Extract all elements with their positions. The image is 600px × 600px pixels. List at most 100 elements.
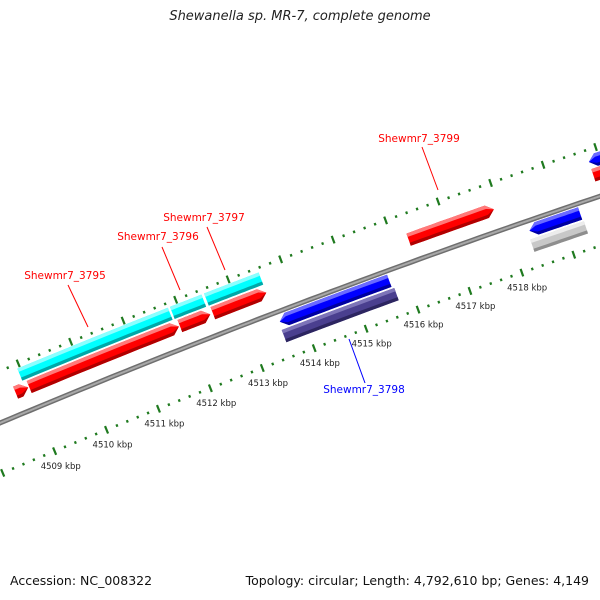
minor-tick bbox=[478, 285, 482, 289]
tick-label: 4518 kbp bbox=[507, 284, 547, 294]
feature-highlight bbox=[281, 288, 396, 334]
feature-label[interactable]: Shewmr7_3798 bbox=[323, 384, 405, 396]
feature-shade bbox=[279, 283, 392, 326]
major-tick bbox=[519, 268, 525, 277]
major-tick bbox=[207, 384, 213, 393]
feature-blue[interactable] bbox=[279, 274, 392, 326]
label-leader-line bbox=[348, 338, 366, 384]
minor-tick bbox=[100, 327, 104, 331]
minor-tick bbox=[63, 445, 67, 449]
minor-tick bbox=[385, 319, 389, 323]
feature-shade bbox=[529, 216, 583, 235]
minor-tick bbox=[291, 354, 295, 358]
minor-tick bbox=[354, 330, 358, 335]
minor-tick bbox=[79, 335, 83, 340]
major-tick bbox=[0, 468, 6, 477]
major-tick bbox=[15, 359, 21, 368]
feature-label[interactable]: Shewmr7_3797 bbox=[163, 212, 245, 224]
feature-bluetop[interactable] bbox=[588, 126, 600, 166]
feature-highlight bbox=[530, 221, 585, 243]
feature-shade bbox=[181, 314, 211, 333]
feature-highlight bbox=[17, 307, 170, 372]
minor-tick bbox=[258, 265, 262, 269]
feature-blue[interactable] bbox=[529, 207, 583, 235]
minor-tick bbox=[184, 294, 188, 298]
feature-red[interactable] bbox=[13, 384, 29, 399]
feature-label[interactable]: Shewmr7_3795 bbox=[24, 270, 106, 282]
minor-tick bbox=[250, 370, 254, 374]
minor-tick bbox=[510, 274, 513, 278]
feature-label[interactable]: Shewmr7_3796 bbox=[117, 231, 199, 243]
minor-tick bbox=[531, 166, 535, 170]
minor-tick bbox=[468, 188, 472, 192]
major-tick bbox=[363, 324, 369, 333]
feature-shade bbox=[173, 303, 207, 319]
minor-tick bbox=[302, 350, 306, 354]
feature-red[interactable] bbox=[177, 310, 211, 333]
minor-tick bbox=[132, 314, 136, 319]
minor-tick bbox=[583, 148, 587, 153]
minor-tick bbox=[373, 222, 377, 226]
minor-tick bbox=[478, 185, 482, 189]
minor-tick bbox=[90, 331, 94, 335]
feature-highlight bbox=[591, 166, 600, 173]
minor-tick bbox=[153, 306, 157, 310]
major-tick bbox=[467, 286, 473, 296]
feature-body bbox=[26, 323, 179, 393]
feature-highlight bbox=[13, 384, 29, 390]
major-tick bbox=[383, 216, 388, 225]
accession-text: Accession: NC_008322 bbox=[10, 573, 153, 588]
minor-tick bbox=[561, 256, 565, 260]
feature-red[interactable] bbox=[591, 142, 600, 182]
feature-red-Shewmr7_3799[interactable] bbox=[406, 205, 494, 246]
feature-indigo-Shewmr7_3798[interactable] bbox=[281, 288, 399, 343]
feature-highlight bbox=[279, 274, 389, 322]
minor-tick bbox=[205, 285, 209, 290]
feature-cyan-Shewmr7_3797[interactable] bbox=[204, 272, 264, 306]
tick-rows: 4509 kbp 4510 kbp 4511 kbp 4512 kbp 4513 kbp… bbox=[0, 142, 598, 477]
genome-summary-text: Topology: circular; Length: 4,792,610 bp… bbox=[245, 573, 589, 588]
feature-label[interactable]: Shewmr7_3799 bbox=[378, 133, 460, 145]
minor-tick bbox=[593, 246, 597, 250]
minor-tick bbox=[510, 174, 514, 178]
minor-tick bbox=[426, 203, 430, 207]
feature-highlight bbox=[588, 151, 600, 162]
feature-cyan-Shewmr7_3796[interactable] bbox=[169, 294, 207, 320]
minor-tick bbox=[94, 432, 98, 436]
label-leader-line bbox=[421, 146, 439, 191]
minor-tick bbox=[229, 378, 233, 382]
minor-tick bbox=[42, 453, 46, 458]
minor-tick bbox=[195, 289, 199, 294]
minor-tick bbox=[406, 311, 410, 316]
minor-tick bbox=[520, 170, 524, 174]
major-tick bbox=[52, 447, 58, 456]
minor-tick bbox=[300, 249, 304, 254]
minor-tick bbox=[499, 177, 503, 181]
feature-labels: Shewmr7_3795 Shewmr7_3796 Shewmr7_3797 Shew… bbox=[24, 133, 460, 396]
minor-tick bbox=[27, 357, 31, 361]
feature-red[interactable] bbox=[210, 289, 267, 320]
minor-tick bbox=[499, 278, 503, 282]
minor-tick bbox=[163, 302, 167, 306]
tick-label: 4517 kbp bbox=[455, 302, 495, 312]
feature-body bbox=[177, 310, 211, 333]
major-tick bbox=[415, 305, 421, 314]
minor-tick bbox=[247, 269, 251, 273]
minor-tick bbox=[281, 358, 285, 362]
minor-tick bbox=[167, 403, 171, 407]
major-tick bbox=[120, 316, 126, 325]
major-tick bbox=[435, 197, 441, 206]
minor-tick bbox=[240, 374, 244, 378]
minor-tick bbox=[58, 344, 62, 348]
feature-grey[interactable] bbox=[530, 221, 588, 252]
minor-tick bbox=[323, 342, 327, 346]
feature-cyan-Shewmr7_3795[interactable] bbox=[17, 307, 173, 381]
feature-red[interactable] bbox=[26, 323, 179, 393]
minor-tick bbox=[125, 419, 129, 423]
minor-tick bbox=[237, 273, 241, 277]
feature-body bbox=[530, 221, 588, 252]
feature-shade bbox=[594, 176, 600, 182]
minor-tick bbox=[6, 366, 10, 370]
minor-tick bbox=[437, 300, 441, 304]
